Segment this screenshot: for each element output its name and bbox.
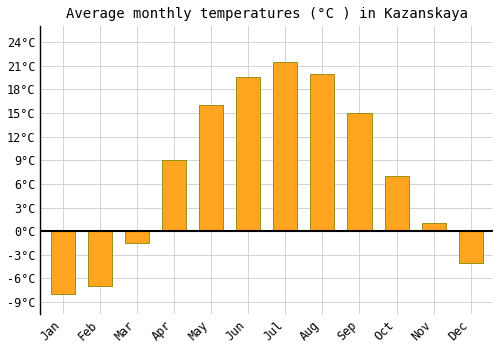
Bar	[458, 231, 483, 262]
Bar	[88, 231, 112, 286]
Bar	[124, 231, 149, 243]
Bar	[348, 113, 372, 231]
Bar	[422, 223, 446, 231]
Bar	[162, 160, 186, 231]
Bar	[50, 231, 74, 294]
Bar	[273, 62, 297, 231]
Bar	[310, 74, 334, 231]
Bar	[236, 77, 260, 231]
Title: Average monthly temperatures (°C ) in Kazanskaya: Average monthly temperatures (°C ) in Ka…	[66, 7, 468, 21]
Bar	[384, 176, 408, 231]
Bar	[199, 105, 223, 231]
